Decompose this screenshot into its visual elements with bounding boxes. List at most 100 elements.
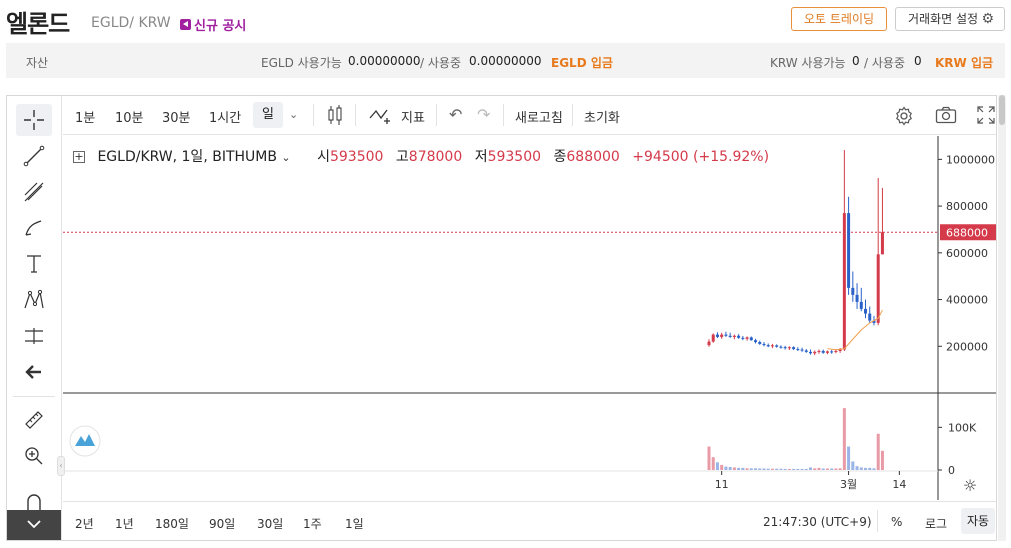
fullscreen-icon[interactable]: [977, 106, 995, 129]
volume-bar: [720, 464, 724, 470]
candle-body: [745, 337, 749, 339]
range-1w[interactable]: 1주: [303, 517, 322, 531]
volume-bar: [855, 466, 859, 470]
candles: [707, 150, 884, 356]
collapse-toolbar-button[interactable]: [7, 510, 61, 540]
volume-bar: [749, 468, 753, 470]
indicator-button[interactable]: 지표: [401, 111, 425, 126]
undo-icon[interactable]: ↶: [449, 105, 463, 124]
screen-setting-button[interactable]: 거래화면 설정 ⚙: [895, 7, 1005, 31]
header: 엘론드 EGLD/ KRW 신규 공시 오토 트레이딩 거래화면 설정 ⚙: [0, 0, 1011, 42]
interval-1h[interactable]: 1시간: [209, 111, 242, 126]
current-price-badge: [940, 224, 996, 241]
toolbar-divider: [436, 104, 437, 126]
camera-icon[interactable]: [935, 106, 957, 129]
volume-bar: [732, 467, 736, 470]
fib-tool-icon[interactable]: [16, 176, 52, 208]
volume-bar: [787, 468, 791, 470]
change-value: +94500 (+15.92%): [632, 149, 770, 165]
magnet-icon[interactable]: [16, 486, 52, 518]
ohlc-legend: + EGLD/KRW, 1일, BITHUMB ⌄ 시593500 고87800…: [73, 146, 769, 166]
volume-bar: [809, 467, 813, 470]
percent-toggle[interactable]: %: [891, 515, 903, 529]
volume-bar: [838, 468, 842, 470]
candle-body: [800, 349, 804, 351]
price-chart[interactable]: 1000000 800000 600000 400000 200000 100K 0 11 3월…: [7, 96, 996, 500]
text-tool-icon[interactable]: [16, 248, 52, 280]
volume-bar: [737, 467, 741, 470]
arrow-left-icon[interactable]: [16, 356, 52, 388]
indicator-icon[interactable]: [369, 106, 393, 129]
symbol-label[interactable]: EGLD/KRW, 1일, BITHUMB: [97, 149, 277, 165]
chevron-down-icon[interactable]: ⌄: [289, 108, 299, 121]
toolbar-divider: [572, 104, 573, 126]
candle-type-icon[interactable]: [326, 104, 344, 131]
chart-panel: ‹ 1분 10분 30분 1시간 일 ⌄ 지표 ↶ ↷ 새로고침 초기화: [6, 95, 997, 541]
settings-gear-icon[interactable]: [894, 106, 914, 131]
range-90d[interactable]: 90일: [209, 517, 236, 531]
volume-bar: [834, 468, 838, 470]
volume-bar: [754, 468, 758, 470]
range-180d[interactable]: 180일: [155, 517, 189, 531]
crosshair-tool-icon[interactable]: [16, 104, 52, 136]
candle-body: [796, 349, 800, 351]
gear-icon: ⚙: [981, 11, 994, 27]
pattern-tool-icon[interactable]: [16, 284, 52, 316]
range-1d[interactable]: 1일: [345, 517, 364, 531]
krw-deposit-link[interactable]: KRW 입금: [935, 56, 994, 70]
candle-body: [880, 232, 884, 255]
low-value: 593500: [487, 149, 542, 165]
brush-tool-icon[interactable]: [16, 212, 52, 244]
log-toggle[interactable]: 로그: [925, 517, 948, 531]
reset-button[interactable]: 초기화: [584, 111, 620, 126]
candle-body: [825, 351, 829, 353]
asset-bar: 자산 EGLD 사용가능 0.00000000 / 사용중 0.00000000…: [6, 43, 1005, 78]
interval-10m[interactable]: 10분: [115, 111, 144, 126]
sidebar-toggle-handle[interactable]: ‹: [57, 456, 65, 476]
ruler-icon[interactable]: [16, 404, 52, 436]
candle-body: [728, 335, 732, 337]
auto-trading-button[interactable]: 오토 트레이딩: [791, 7, 887, 31]
logo-circle: [69, 425, 101, 457]
scrollbar-thumb[interactable]: [999, 95, 1005, 125]
range-1y[interactable]: 1년: [115, 517, 134, 531]
refresh-button[interactable]: 새로고침: [515, 111, 563, 126]
candle-body: [838, 349, 842, 351]
page-scrollbar[interactable]: [998, 95, 1006, 541]
interval-1m[interactable]: 1분: [75, 111, 96, 126]
egld-deposit-link[interactable]: EGLD 입금: [551, 56, 613, 70]
zoom-in-icon[interactable]: [16, 440, 52, 472]
expand-plus-icon[interactable]: +: [73, 150, 85, 163]
coin-name: 엘론드: [6, 10, 70, 38]
range-30d[interactable]: 30일: [257, 517, 284, 531]
candle-body: [783, 347, 787, 349]
candle-body: [804, 350, 808, 352]
auto-scale-toggle[interactable]: 자동: [961, 508, 995, 534]
screen-setting-label: 거래화면 설정: [908, 12, 979, 26]
redo-icon[interactable]: ↷: [477, 105, 491, 124]
range-2y[interactable]: 2년: [75, 517, 94, 531]
trend-line-tool-icon[interactable]: [16, 140, 52, 172]
bottom-divider: [877, 510, 878, 532]
volume-bar: [775, 468, 779, 470]
symbol-chevron-icon[interactable]: ⌄: [281, 151, 291, 164]
interval-day-selected[interactable]: 일: [253, 102, 283, 128]
toolbar-divider: [503, 104, 504, 126]
candle-body: [834, 350, 838, 352]
market-pair: EGLD/ KRW: [91, 15, 171, 31]
volume-bar: [859, 467, 863, 470]
price-tick-label: 400000: [946, 294, 988, 307]
volume-bar: [741, 467, 745, 470]
low-label: 저: [474, 149, 488, 165]
chart-toolbar: 1분 10분 30분 1시간 일 ⌄ 지표 ↶ ↷ 새로고침 초기화: [63, 96, 996, 135]
volume-bar: [745, 468, 749, 470]
chart-axes: 1000000 800000 600000 400000 200000 100K 0 11 3월…: [69, 153, 996, 495]
volume-bar: [872, 468, 876, 470]
volume-bar: [766, 468, 770, 470]
interval-30m[interactable]: 30분: [162, 111, 191, 126]
toolbar-divider: [355, 104, 356, 126]
new-notice-link[interactable]: 신규 공시: [180, 15, 246, 34]
measure-tool-icon[interactable]: [16, 320, 52, 352]
price-tick-label: 200000: [946, 340, 988, 353]
axis-settings-icon[interactable]: ☼: [963, 476, 977, 495]
